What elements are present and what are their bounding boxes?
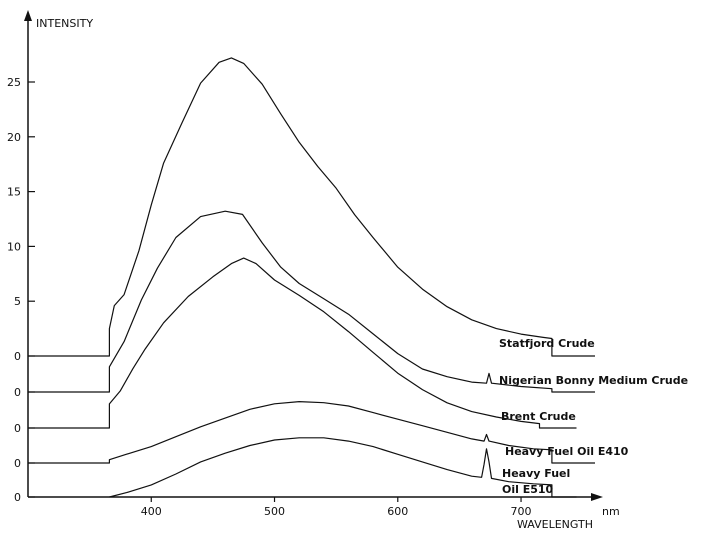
x-tick-label: 400 bbox=[141, 505, 162, 518]
series-label: Brent Crude bbox=[501, 410, 576, 423]
y-tick-label: 5 bbox=[14, 295, 21, 308]
series-label: Heavy Fuel bbox=[502, 467, 570, 480]
series-line-3 bbox=[28, 257, 577, 429]
curves bbox=[28, 57, 595, 498]
x-axis-title: WAVELENGTH bbox=[517, 518, 593, 531]
series-label: Nigerian Bonny Medium Crude bbox=[499, 374, 688, 387]
series-labels: Statfjord Crude Nigerian Bonny Medium Cru… bbox=[499, 337, 688, 496]
x-tick-label: 500 bbox=[264, 505, 285, 518]
x-axis-arrow bbox=[591, 493, 603, 501]
y-tick-label: 15 bbox=[7, 186, 21, 199]
series-line-5 bbox=[109, 437, 577, 498]
y-tick-label: 10 bbox=[7, 240, 21, 253]
x-axis-unit: nm bbox=[602, 505, 620, 518]
baseline-labels: 0 0 0 0 0 bbox=[14, 350, 35, 504]
baseline-zero-label: 0 bbox=[14, 350, 21, 363]
baseline-zero-label: 0 bbox=[14, 491, 21, 504]
y-axis-title: INTENSITY bbox=[36, 17, 93, 30]
series-label: Oil E510 bbox=[502, 483, 554, 496]
series-line-2 bbox=[28, 210, 595, 393]
x-tick-label: 600 bbox=[387, 505, 408, 518]
series-label: Heavy Fuel Oil E410 bbox=[505, 445, 629, 458]
y-tick-label: 25 bbox=[7, 76, 21, 89]
y-ticks: 5 10 15 20 25 bbox=[7, 76, 35, 308]
series-line-1 bbox=[28, 57, 595, 357]
baseline-zero-label: 0 bbox=[14, 457, 21, 470]
x-ticks: 400 500 600 700 bbox=[141, 497, 532, 518]
y-axis-arrow bbox=[24, 10, 32, 21]
axes bbox=[24, 10, 603, 501]
series-label: Statfjord Crude bbox=[499, 337, 595, 350]
x-tick-label: 700 bbox=[511, 505, 532, 518]
baseline-zero-label: 0 bbox=[14, 386, 21, 399]
baseline-zero-label: 0 bbox=[14, 422, 21, 435]
y-tick-label: 20 bbox=[7, 131, 21, 144]
series-line-4 bbox=[28, 401, 595, 464]
